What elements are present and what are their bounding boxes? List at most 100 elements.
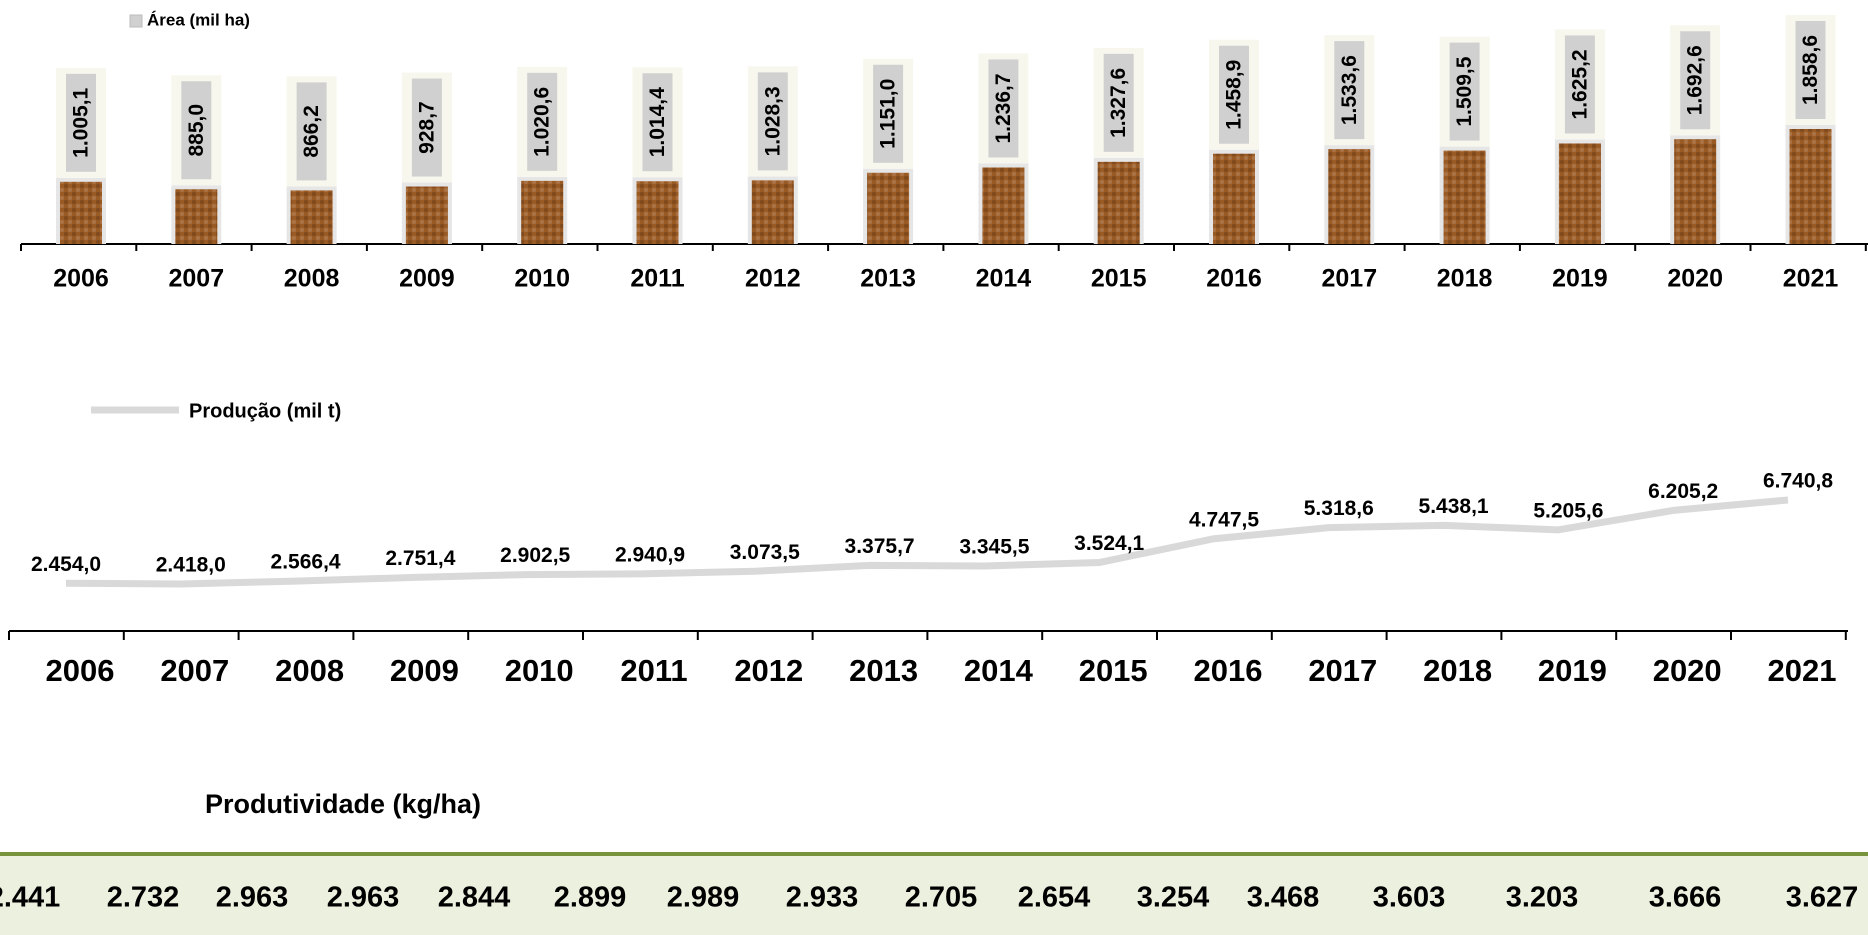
- bar-texture: [290, 190, 333, 244]
- x-tick-label: 2008: [275, 653, 344, 688]
- x-tick-label: 2011: [620, 653, 687, 688]
- value-label: 1.151,0: [877, 79, 900, 149]
- table-value: 3.627: [1786, 882, 1859, 914]
- value-label: 2.751,4: [385, 547, 455, 570]
- x-tick-label: 2017: [1321, 265, 1377, 293]
- value-label-box: [1680, 31, 1711, 130]
- x-tick-label: 2021: [1783, 265, 1839, 293]
- value-label: 1.858,6: [1799, 35, 1822, 105]
- value-label: 1.028,3: [761, 86, 784, 156]
- table-value: 2.933: [786, 882, 859, 914]
- table-value: 2.654: [1018, 882, 1091, 914]
- value-label: 2.940,9: [615, 543, 685, 566]
- value-label: 3.073,5: [730, 541, 800, 564]
- value-label: 5.318,6: [1304, 497, 1374, 520]
- x-tick-label: 2006: [46, 653, 115, 688]
- x-tick-label: 2014: [976, 265, 1032, 293]
- x-tick-label: 2007: [168, 265, 224, 293]
- x-tick-label: 2018: [1423, 653, 1492, 688]
- table-value: 2.732: [107, 882, 180, 914]
- value-label: 1.509,5: [1453, 56, 1476, 126]
- bar-texture: [751, 180, 794, 244]
- x-tick-label: 2011: [630, 265, 684, 293]
- value-label: 2.418,0: [156, 554, 226, 577]
- x-tick-label: 2006: [53, 265, 109, 293]
- x-tick-label: 2008: [284, 265, 340, 293]
- x-tick-label: 2009: [399, 265, 455, 293]
- value-label-box: [1219, 45, 1249, 144]
- value-label: 885,0: [185, 104, 208, 157]
- value-label-box: [1795, 21, 1826, 119]
- value-label: 1.458,9: [1223, 60, 1246, 130]
- table-value: 3.666: [1649, 882, 1722, 914]
- x-tick-label: 2019: [1552, 265, 1608, 293]
- value-label: 3.524,1: [1074, 532, 1144, 555]
- x-tick-label: 2016: [1206, 265, 1262, 293]
- bar-texture: [1443, 150, 1486, 244]
- x-tick-label: 2016: [1194, 653, 1263, 688]
- table-value: 3.468: [1247, 882, 1320, 914]
- value-label: 2.566,4: [271, 551, 341, 574]
- bar-texture: [521, 180, 564, 244]
- bar-texture: [1213, 153, 1255, 244]
- value-label: 1.014,4: [646, 87, 669, 157]
- table-value: 2.989: [667, 882, 740, 914]
- value-label: 5.438,1: [1419, 495, 1489, 518]
- value-label: 1.692,6: [1684, 45, 1707, 115]
- value-label: 1.327,6: [1107, 68, 1130, 138]
- x-tick-label: 2010: [505, 653, 574, 688]
- bar-texture: [60, 181, 102, 244]
- table-value: 2.441: [0, 882, 60, 914]
- value-label-box: [873, 64, 904, 163]
- value-label-box: [296, 82, 327, 181]
- bar-texture: [405, 186, 448, 244]
- bar-texture: [1674, 139, 1717, 244]
- value-label-box: [1449, 42, 1480, 141]
- bar-texture: [1789, 129, 1832, 244]
- value-label: 1.533,6: [1338, 55, 1361, 125]
- value-label: 1.005,1: [70, 87, 93, 157]
- legend-label: Área (mil ha): [147, 10, 250, 29]
- table-value: 3.603: [1373, 882, 1446, 914]
- value-label: 2.454,0: [31, 553, 101, 576]
- value-label: 928,7: [415, 101, 438, 154]
- value-label: 6.205,2: [1648, 480, 1718, 503]
- value-label: 4.747,5: [1189, 508, 1259, 531]
- bar-texture: [1097, 161, 1140, 244]
- table-value: 2.963: [216, 882, 289, 914]
- x-tick-label: 2010: [514, 265, 570, 293]
- value-label-box: [988, 59, 1019, 158]
- x-tick-label: 2020: [1667, 265, 1723, 293]
- value-label-box: [181, 81, 212, 180]
- x-tick-label: 2013: [860, 265, 916, 293]
- value-label: 3.345,5: [959, 536, 1029, 559]
- x-tick-label: 2013: [849, 653, 918, 688]
- legend-swatch: [129, 14, 143, 28]
- table-band: [0, 853, 1868, 935]
- bar-texture: [1328, 149, 1371, 244]
- x-tick-label: 2019: [1538, 653, 1607, 688]
- value-label-box: [642, 73, 673, 172]
- table-value: 2.844: [438, 882, 511, 914]
- x-tick-label: 2015: [1079, 653, 1148, 688]
- x-tick-label: 2014: [964, 653, 1034, 688]
- x-tick-label: 2007: [160, 653, 229, 688]
- value-label: 3.375,7: [845, 535, 915, 558]
- x-tick-label: 2021: [1768, 653, 1837, 688]
- table-value: 2.899: [554, 882, 627, 914]
- value-label: 5.205,6: [1533, 499, 1603, 522]
- value-label-box: [1103, 53, 1134, 152]
- value-label: 1.625,2: [1568, 49, 1591, 119]
- table-value: 3.254: [1137, 882, 1210, 914]
- value-label-box: [411, 78, 442, 177]
- x-tick-label: 2012: [745, 265, 801, 293]
- table-value: 2.705: [905, 882, 978, 914]
- line: [65, 496, 1789, 588]
- value-label-box: [527, 72, 558, 171]
- x-tick-label: 2017: [1308, 653, 1377, 688]
- x-tick-label: 2009: [390, 653, 459, 688]
- value-label: 2.902,5: [500, 544, 570, 567]
- x-tick-label: 2020: [1653, 653, 1722, 688]
- bar-texture: [636, 181, 679, 244]
